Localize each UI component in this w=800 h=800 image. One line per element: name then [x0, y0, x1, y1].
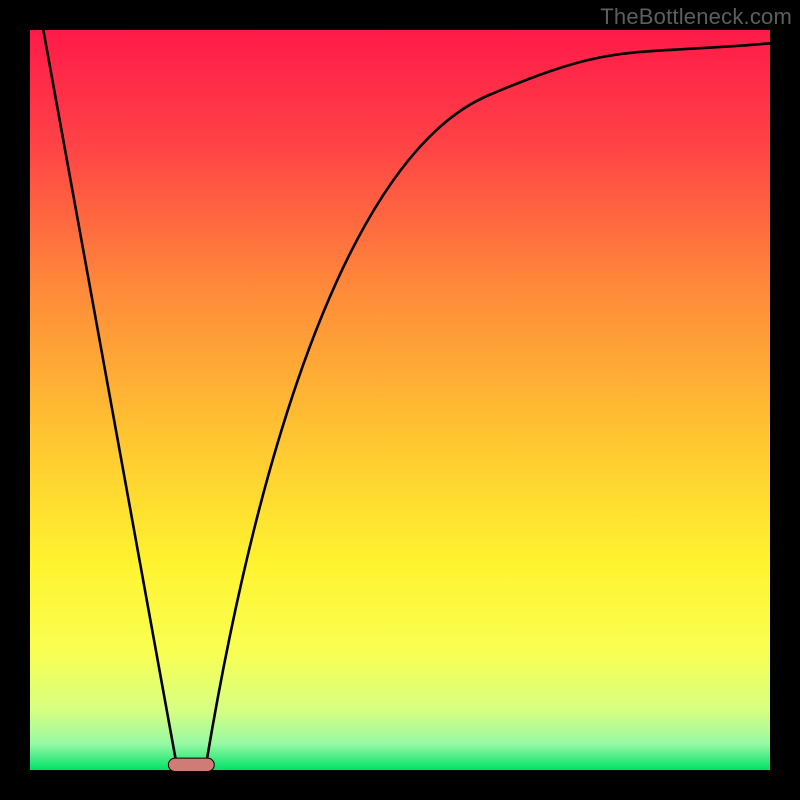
chart-container: TheBottleneck.com	[0, 0, 800, 800]
bottleneck-chart	[0, 0, 800, 800]
optimal-marker	[168, 758, 214, 771]
plot-area	[30, 30, 770, 770]
